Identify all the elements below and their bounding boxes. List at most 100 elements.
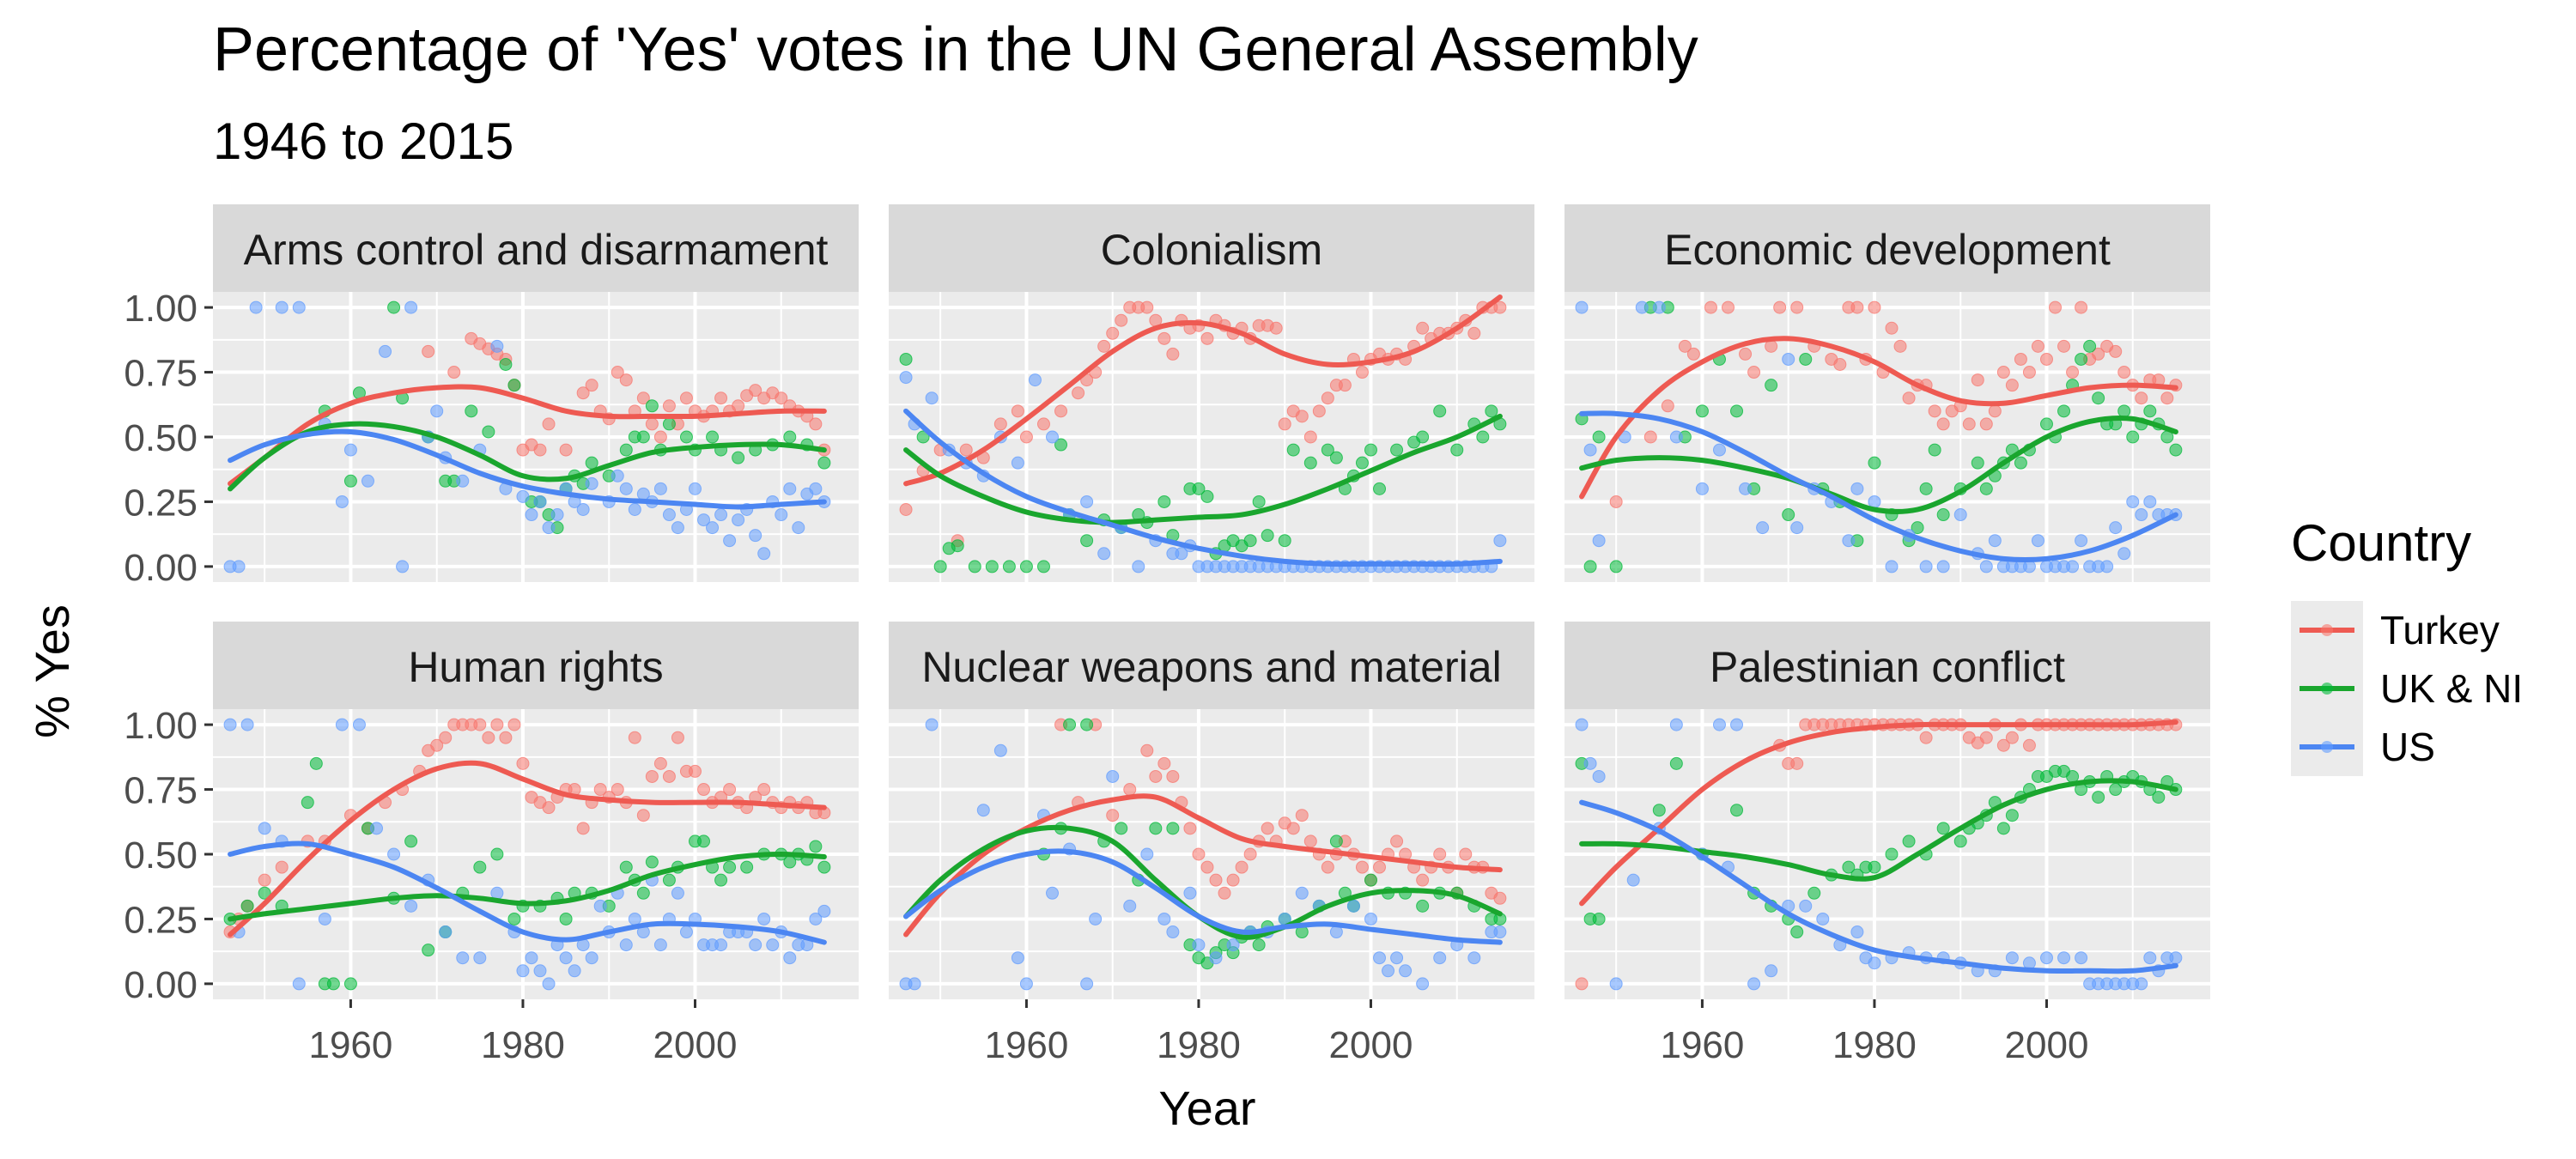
point-uk-ni bbox=[473, 860, 487, 874]
point-uk-ni bbox=[1669, 756, 1683, 770]
point-us bbox=[1979, 560, 1993, 573]
point-turkey bbox=[1416, 873, 1430, 887]
point-uk-ni bbox=[1243, 534, 1257, 548]
x-tick-label: 1980 bbox=[1157, 1024, 1241, 1066]
point-us bbox=[1756, 521, 1770, 535]
point-turkey bbox=[1140, 743, 1154, 757]
point-uk-ni bbox=[1261, 529, 1274, 543]
point-us bbox=[723, 534, 737, 548]
point-uk-ni bbox=[732, 451, 745, 464]
legend-title: Country bbox=[2291, 514, 2471, 572]
smooth-line-uk-ni bbox=[228, 421, 827, 492]
point-us bbox=[1712, 443, 1726, 457]
point-us bbox=[550, 508, 564, 522]
point-uk-ni bbox=[636, 430, 650, 444]
point-turkey bbox=[1936, 417, 1950, 431]
point-turkey bbox=[1850, 300, 1864, 314]
point-us bbox=[628, 503, 641, 516]
point-turkey bbox=[1200, 860, 1214, 874]
point-turkey bbox=[2039, 352, 2053, 366]
point-us bbox=[1011, 951, 1024, 965]
point-turkey bbox=[1140, 300, 1154, 314]
point-uk-ni bbox=[723, 860, 737, 874]
point-us bbox=[766, 938, 780, 952]
point-us bbox=[2143, 495, 2157, 508]
point-turkey bbox=[2022, 738, 2036, 752]
legend-items: Turkey UK & NI US bbox=[2291, 601, 2523, 776]
point-uk-ni bbox=[714, 873, 728, 887]
point-uk-ni bbox=[1329, 451, 1343, 464]
point-turkey bbox=[1166, 769, 1180, 783]
point-turkey bbox=[757, 783, 771, 797]
point-turkey bbox=[2057, 339, 2071, 353]
point-us bbox=[1868, 956, 1881, 970]
point-uk-ni bbox=[2005, 809, 2019, 822]
point-us bbox=[525, 951, 538, 965]
x-tick-label: 1960 bbox=[1660, 1024, 1744, 1066]
point-uk-ni bbox=[1321, 443, 1334, 457]
point-turkey bbox=[1243, 847, 1257, 861]
point-us bbox=[1132, 560, 1145, 573]
point-us bbox=[516, 489, 530, 503]
point-uk-ni bbox=[1286, 443, 1300, 457]
point-turkey bbox=[576, 822, 590, 835]
point-us bbox=[2143, 951, 2157, 965]
facet-strip-label: Economic development bbox=[1664, 226, 2111, 274]
point-uk-ni bbox=[1902, 834, 1916, 848]
point-us bbox=[456, 951, 470, 965]
point-uk-ni bbox=[2092, 791, 2105, 804]
point-uk-ni bbox=[662, 417, 676, 431]
point-us bbox=[1747, 977, 1761, 991]
point-turkey bbox=[1183, 822, 1197, 835]
smooth-line-turkey bbox=[903, 294, 1503, 487]
point-turkey bbox=[1493, 300, 1507, 314]
point-us bbox=[490, 339, 504, 353]
legend: Country Turkey UK & NI US bbox=[2291, 514, 2523, 776]
point-turkey bbox=[1261, 822, 1274, 835]
point-uk-ni bbox=[1979, 482, 1993, 495]
point-us bbox=[585, 476, 598, 490]
point-us bbox=[525, 508, 538, 522]
point-uk-ni bbox=[1928, 443, 1941, 457]
point-turkey bbox=[1893, 339, 1907, 353]
point-us bbox=[335, 718, 349, 731]
point-turkey bbox=[1209, 873, 1223, 887]
point-us bbox=[223, 718, 237, 731]
point-us bbox=[576, 503, 590, 516]
point-uk-ni bbox=[1115, 822, 1128, 835]
point-us bbox=[1011, 456, 1024, 470]
point-turkey bbox=[1235, 860, 1249, 874]
point-turkey bbox=[1971, 373, 1984, 387]
point-us bbox=[542, 521, 556, 535]
point-uk-ni bbox=[817, 456, 831, 470]
point-us bbox=[653, 938, 667, 952]
facet-panels: Arms control and disarmament 0.00 0.25 0.50… bbox=[124, 204, 2210, 1066]
chart-subtitle: 1946 to 2015 bbox=[213, 112, 513, 170]
x-tick-label: 1980 bbox=[481, 1024, 565, 1066]
point-turkey bbox=[959, 443, 973, 457]
point-turkey bbox=[1106, 326, 1120, 340]
point-turkey bbox=[2109, 344, 2123, 358]
point-uk-ni bbox=[679, 430, 693, 444]
facet-strip bbox=[213, 204, 859, 292]
point-uk-ni bbox=[2169, 443, 2183, 457]
point-us bbox=[757, 912, 771, 925]
point-us bbox=[1295, 886, 1309, 900]
point-uk-ni bbox=[2075, 352, 2088, 366]
point-uk-ni bbox=[1054, 438, 1068, 452]
point-turkey bbox=[697, 783, 711, 797]
legend-point bbox=[2321, 624, 2333, 636]
point-turkey bbox=[671, 731, 684, 744]
point-us bbox=[1765, 964, 1778, 978]
point-uk-ni bbox=[1303, 456, 1317, 470]
point-uk-ni bbox=[2057, 404, 2071, 418]
point-turkey bbox=[1390, 834, 1404, 848]
smooth-line-us bbox=[1579, 410, 2178, 562]
point-uk-ni bbox=[783, 430, 797, 444]
point-uk-ni bbox=[2152, 791, 2166, 804]
point-turkey bbox=[1996, 366, 2010, 379]
point-us bbox=[370, 822, 384, 835]
point-uk-ni bbox=[1885, 847, 1899, 861]
point-turkey bbox=[1054, 404, 1068, 418]
